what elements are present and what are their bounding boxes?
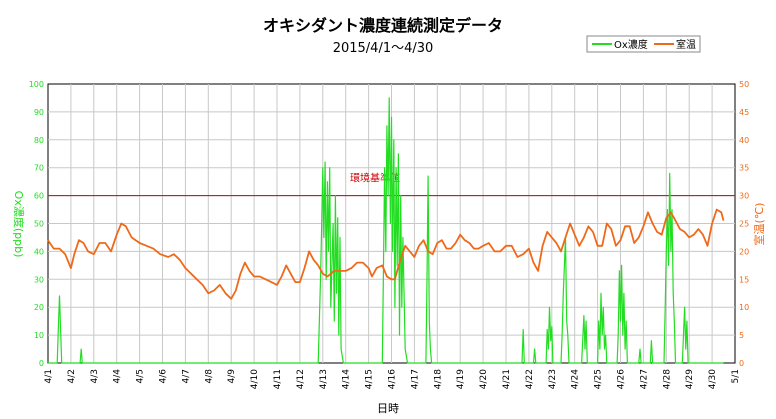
y-tick-left-label: 10 [34,331,44,340]
y-tick-left-label: 60 [34,192,44,201]
y-tick-right-label: 5 [739,331,744,340]
x-tick-label: 4/13 [319,369,329,389]
chart-subtitle: 2015/4/1～4/30 [333,41,434,56]
x-tick-label: 4/16 [388,369,398,389]
y-tick-left-label: 90 [34,108,44,117]
x-tick-label: 4/20 [479,369,489,389]
x-tick-label: 4/15 [365,369,375,389]
x-tick-label: 4/19 [456,369,466,389]
chart-title: オキシダント濃度連続測定データ [263,16,503,35]
room-temperature-line [47,208,725,300]
x-tick-label: 4/5 [136,369,146,383]
x-tick-label: 4/27 [639,369,649,389]
y-tick-left-label: 70 [34,164,44,173]
x-tick-label: 4/28 [662,369,672,389]
legend: Ox濃度 室温 [586,35,701,53]
x-tick-label: 4/6 [159,369,169,384]
x-tick-label: 4/21 [502,369,512,389]
x-tick-label: 4/8 [204,369,214,384]
legend-label-ox: Ox濃度 [614,38,648,51]
x-tick-label: 4/23 [548,369,558,389]
y-tick-left-label: 40 [34,247,44,256]
y-tick-left-label: 80 [34,136,44,145]
legend-box [586,35,701,53]
y-tick-left-label: 50 [34,220,44,229]
x-tick-label: 4/9 [227,369,237,384]
legend-label-temp: 室温 [676,38,696,51]
y-tick-right-label: 10 [739,303,749,312]
x-axis-label: 日時 [377,402,399,415]
y-tick-left-label: 30 [34,275,44,284]
x-tick-label: 4/17 [410,369,420,389]
x-tick-label: 4/14 [342,369,352,389]
x-tick-label: 4/11 [273,369,283,389]
y-tick-left-label: 0 [39,359,44,368]
x-tick-label: 4/29 [685,369,695,389]
x-tick-label: 4/3 [90,369,100,383]
x-tick-label: 4/30 [708,369,718,389]
x-tick-label: 4/12 [296,369,306,389]
x-tick-label: 4/4 [113,369,123,384]
x-tick-label: 4/10 [250,369,260,389]
x-tick-label: 4/24 [571,369,581,389]
x-tick-label: 4/2 [67,369,77,383]
x-tick-label: 4/18 [433,369,443,389]
y-tick-left-label: 100 [29,80,44,89]
ox-concentration-line [48,97,724,364]
y-tick-right-label: 35 [739,164,749,173]
x-tick-label: 4/25 [594,369,604,389]
y-tick-right-label: 20 [739,247,749,256]
y-tick-right-label: 30 [739,192,749,201]
y-axis-right-label: 室温(℃) [752,203,766,246]
y-tick-right-label: 50 [739,80,749,89]
x-tick-label: 4/1 [44,369,54,383]
y-tick-right-label: 15 [739,275,749,284]
y-tick-right-label: 25 [739,220,749,229]
y-tick-right-label: 40 [739,136,749,145]
x-tick-label: 4/22 [525,369,535,389]
y-axis-left-label: Ox濃度(ppb) [12,191,26,258]
y-tick-right-label: 45 [739,108,749,117]
y-tick-left-label: 20 [34,303,44,312]
x-tick-label: 4/7 [181,369,191,383]
y-tick-right-label: 0 [739,359,744,368]
plot-area: 0 10 20 30 40 50 60 70 80 90 100 0 5 10 15 20 25 30 35 40 45… [29,80,749,389]
x-tick-label: 5/1 [731,369,741,383]
x-tick-label: 4/26 [617,369,627,389]
